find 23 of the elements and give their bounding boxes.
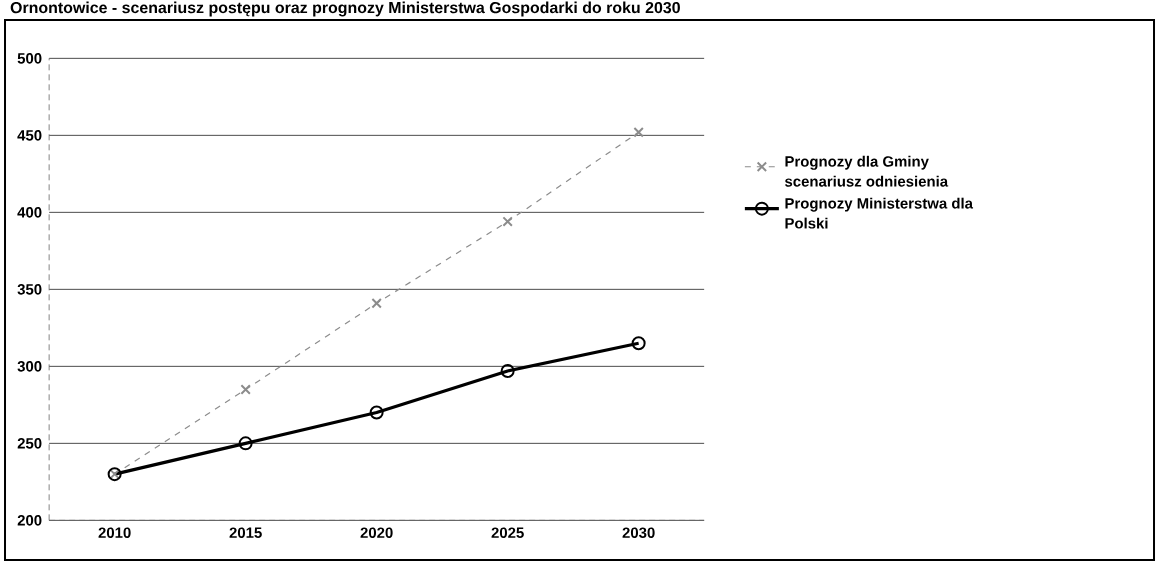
point — [502, 216, 513, 227]
x-tick-label: 2025 — [491, 527, 524, 538]
y-tick-label: 250 — [17, 438, 42, 449]
y-tick-label: 500 — [17, 53, 42, 64]
y-tick-label: 300 — [17, 361, 42, 372]
x-tick-label: 2020 — [360, 527, 393, 538]
x-tick-label: 2010 — [98, 527, 131, 538]
point — [633, 127, 644, 138]
point — [238, 436, 253, 451]
y-tick-label: 200 — [17, 515, 42, 526]
y-tick-label: 450 — [17, 130, 42, 141]
point — [240, 384, 251, 395]
x-tick-label: 2015 — [229, 527, 262, 538]
point — [369, 405, 384, 420]
point — [371, 297, 382, 309]
y-tick-label: 350 — [17, 284, 42, 295]
legend-label: Prognozy dla Gminy scenariusz odniesienia — [785, 155, 949, 187]
x-tick-label: 2030 — [622, 527, 655, 538]
y-tick-label: 400 — [17, 207, 42, 218]
chart-title: Ornontowice - scenariusz postępu oraz prognozy Ministerstwa Gospodarki do roku 2030 — [10, 1, 680, 17]
legend-label: Prognozy Ministerstwa dla Polski — [785, 197, 974, 229]
point — [500, 363, 515, 378]
point — [631, 336, 646, 351]
